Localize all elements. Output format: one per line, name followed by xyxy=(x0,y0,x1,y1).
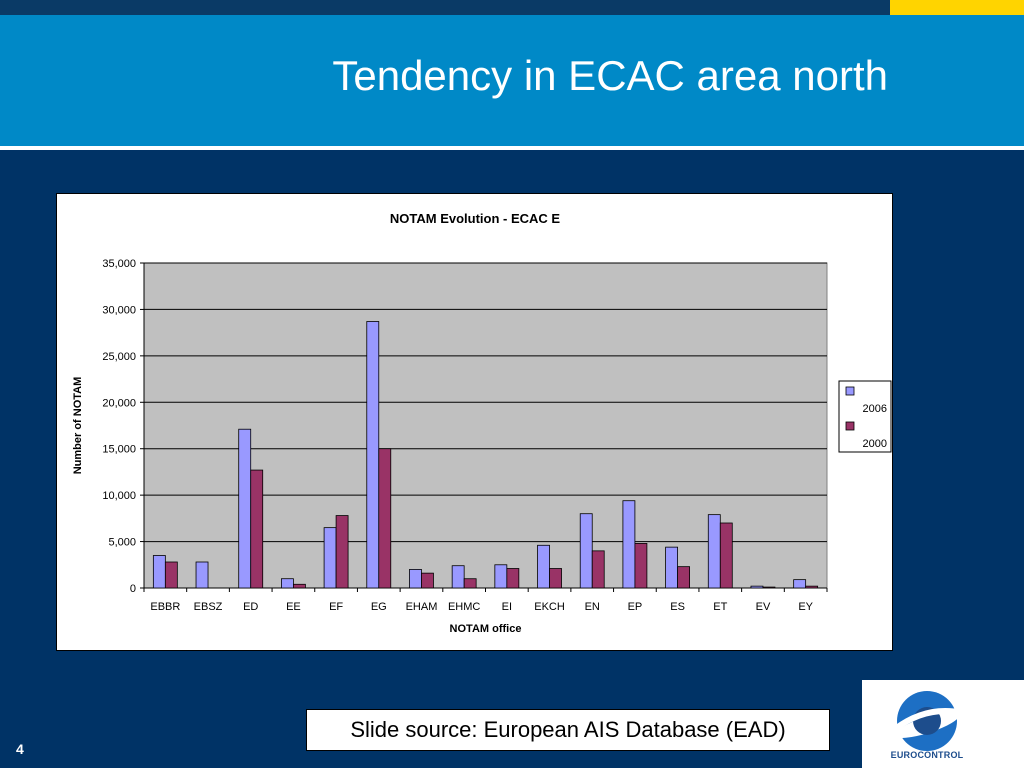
x-tick-label: EE xyxy=(286,601,301,613)
x-tick-label: EN xyxy=(585,601,600,613)
y-tick-label: 0 xyxy=(130,583,136,595)
y-tick-label: 30,000 xyxy=(102,304,136,316)
logo-text: EUROCONTROL xyxy=(890,750,964,760)
page-number: 4 xyxy=(16,741,24,757)
bar-2000-es xyxy=(677,566,690,589)
bar-2000-en xyxy=(591,550,605,589)
legend xyxy=(838,380,892,453)
legend-label-2000: 2000 xyxy=(863,438,887,450)
top-strip xyxy=(0,0,1024,15)
chart-frame: NOTAM Evolution - ECAC E 0 5,000 10,000 15,0… xyxy=(56,193,893,651)
bar-2006-ehmc xyxy=(451,565,465,589)
x-tick-label: EKCH xyxy=(534,601,565,613)
bar-2006-en xyxy=(579,513,593,589)
x-tick-label: EY xyxy=(798,601,813,613)
chart-title: NOTAM Evolution - ECAC E xyxy=(390,211,561,226)
bar-2006-ebsz xyxy=(195,561,209,589)
bar-2000-ev xyxy=(762,586,776,589)
x-axis-label: NOTAM office xyxy=(450,623,522,635)
bar-2000-eham xyxy=(421,572,434,589)
bar-2000-ey xyxy=(805,585,819,589)
x-tick-label: EBBR xyxy=(150,601,180,613)
bar-2006-eg xyxy=(366,321,380,589)
slide-source: Slide source: European AIS Database (EAD… xyxy=(306,709,830,751)
y-tick-label: 15,000 xyxy=(102,444,136,456)
y-tick-label: 25,000 xyxy=(102,351,136,363)
x-tick-label: EI xyxy=(502,601,512,613)
y-tick-label: 5,000 xyxy=(108,537,136,549)
bar-2000-ep xyxy=(634,543,648,589)
bar-2000-ekch xyxy=(549,568,562,589)
legend-swatch-2006 xyxy=(845,386,855,396)
y-tick-label: 10,000 xyxy=(102,490,136,502)
legend-label-2006: 2006 xyxy=(863,403,887,415)
y-tick-label: 35,000 xyxy=(102,258,136,270)
bar-2006-eham xyxy=(409,569,422,589)
y-tick-label: 20,000 xyxy=(102,397,136,409)
bar-2006-ev xyxy=(750,585,764,589)
bar-2006-ep xyxy=(622,500,636,589)
bar-2000-ef xyxy=(335,515,349,589)
x-tick-label: ET xyxy=(713,601,727,613)
x-tick-label: EHAM xyxy=(406,601,438,613)
bar-2006-ef xyxy=(323,527,337,589)
bar-2000-eg xyxy=(378,448,392,589)
bar-2000-ehmc xyxy=(463,578,477,589)
header-divider xyxy=(0,146,1024,150)
eurocontrol-logo-icon xyxy=(893,691,964,751)
accent-block xyxy=(890,0,1024,15)
bar-2006-ed xyxy=(238,428,252,589)
bar-2006-es xyxy=(665,546,678,589)
y-axis-label: Number of NOTAM xyxy=(72,377,84,475)
bar-2006-ey xyxy=(793,579,807,589)
x-tick-label: EG xyxy=(371,601,387,613)
bar-2000-ee xyxy=(293,583,306,589)
bar-2000-et xyxy=(719,522,733,589)
x-tick-label: EV xyxy=(756,601,771,613)
legend-swatch-2000 xyxy=(845,421,855,431)
bar-2006-ee xyxy=(281,578,294,589)
header-band xyxy=(0,15,1024,146)
bar-2000-ebbr xyxy=(164,561,178,589)
slide-title: Tendency in ECAC area north xyxy=(332,52,888,99)
x-tick-label: EF xyxy=(329,601,343,613)
bar-2006-ekch xyxy=(537,544,550,589)
bar-2000-ei xyxy=(506,568,520,589)
x-tick-label: EP xyxy=(628,601,643,613)
chart: NOTAM Evolution - ECAC E 0 5,000 10,000 15,0… xyxy=(72,211,892,635)
x-tick-label: EBSZ xyxy=(194,601,223,613)
bar-2006-ei xyxy=(494,564,508,589)
x-tick-label: ES xyxy=(670,601,685,613)
bar-2006-et xyxy=(707,514,721,589)
x-tick-label: ED xyxy=(243,601,258,613)
bar-2000-ed xyxy=(250,469,264,589)
x-tick-label: EHMC xyxy=(448,601,480,613)
bar-2006-ebbr xyxy=(152,555,166,589)
